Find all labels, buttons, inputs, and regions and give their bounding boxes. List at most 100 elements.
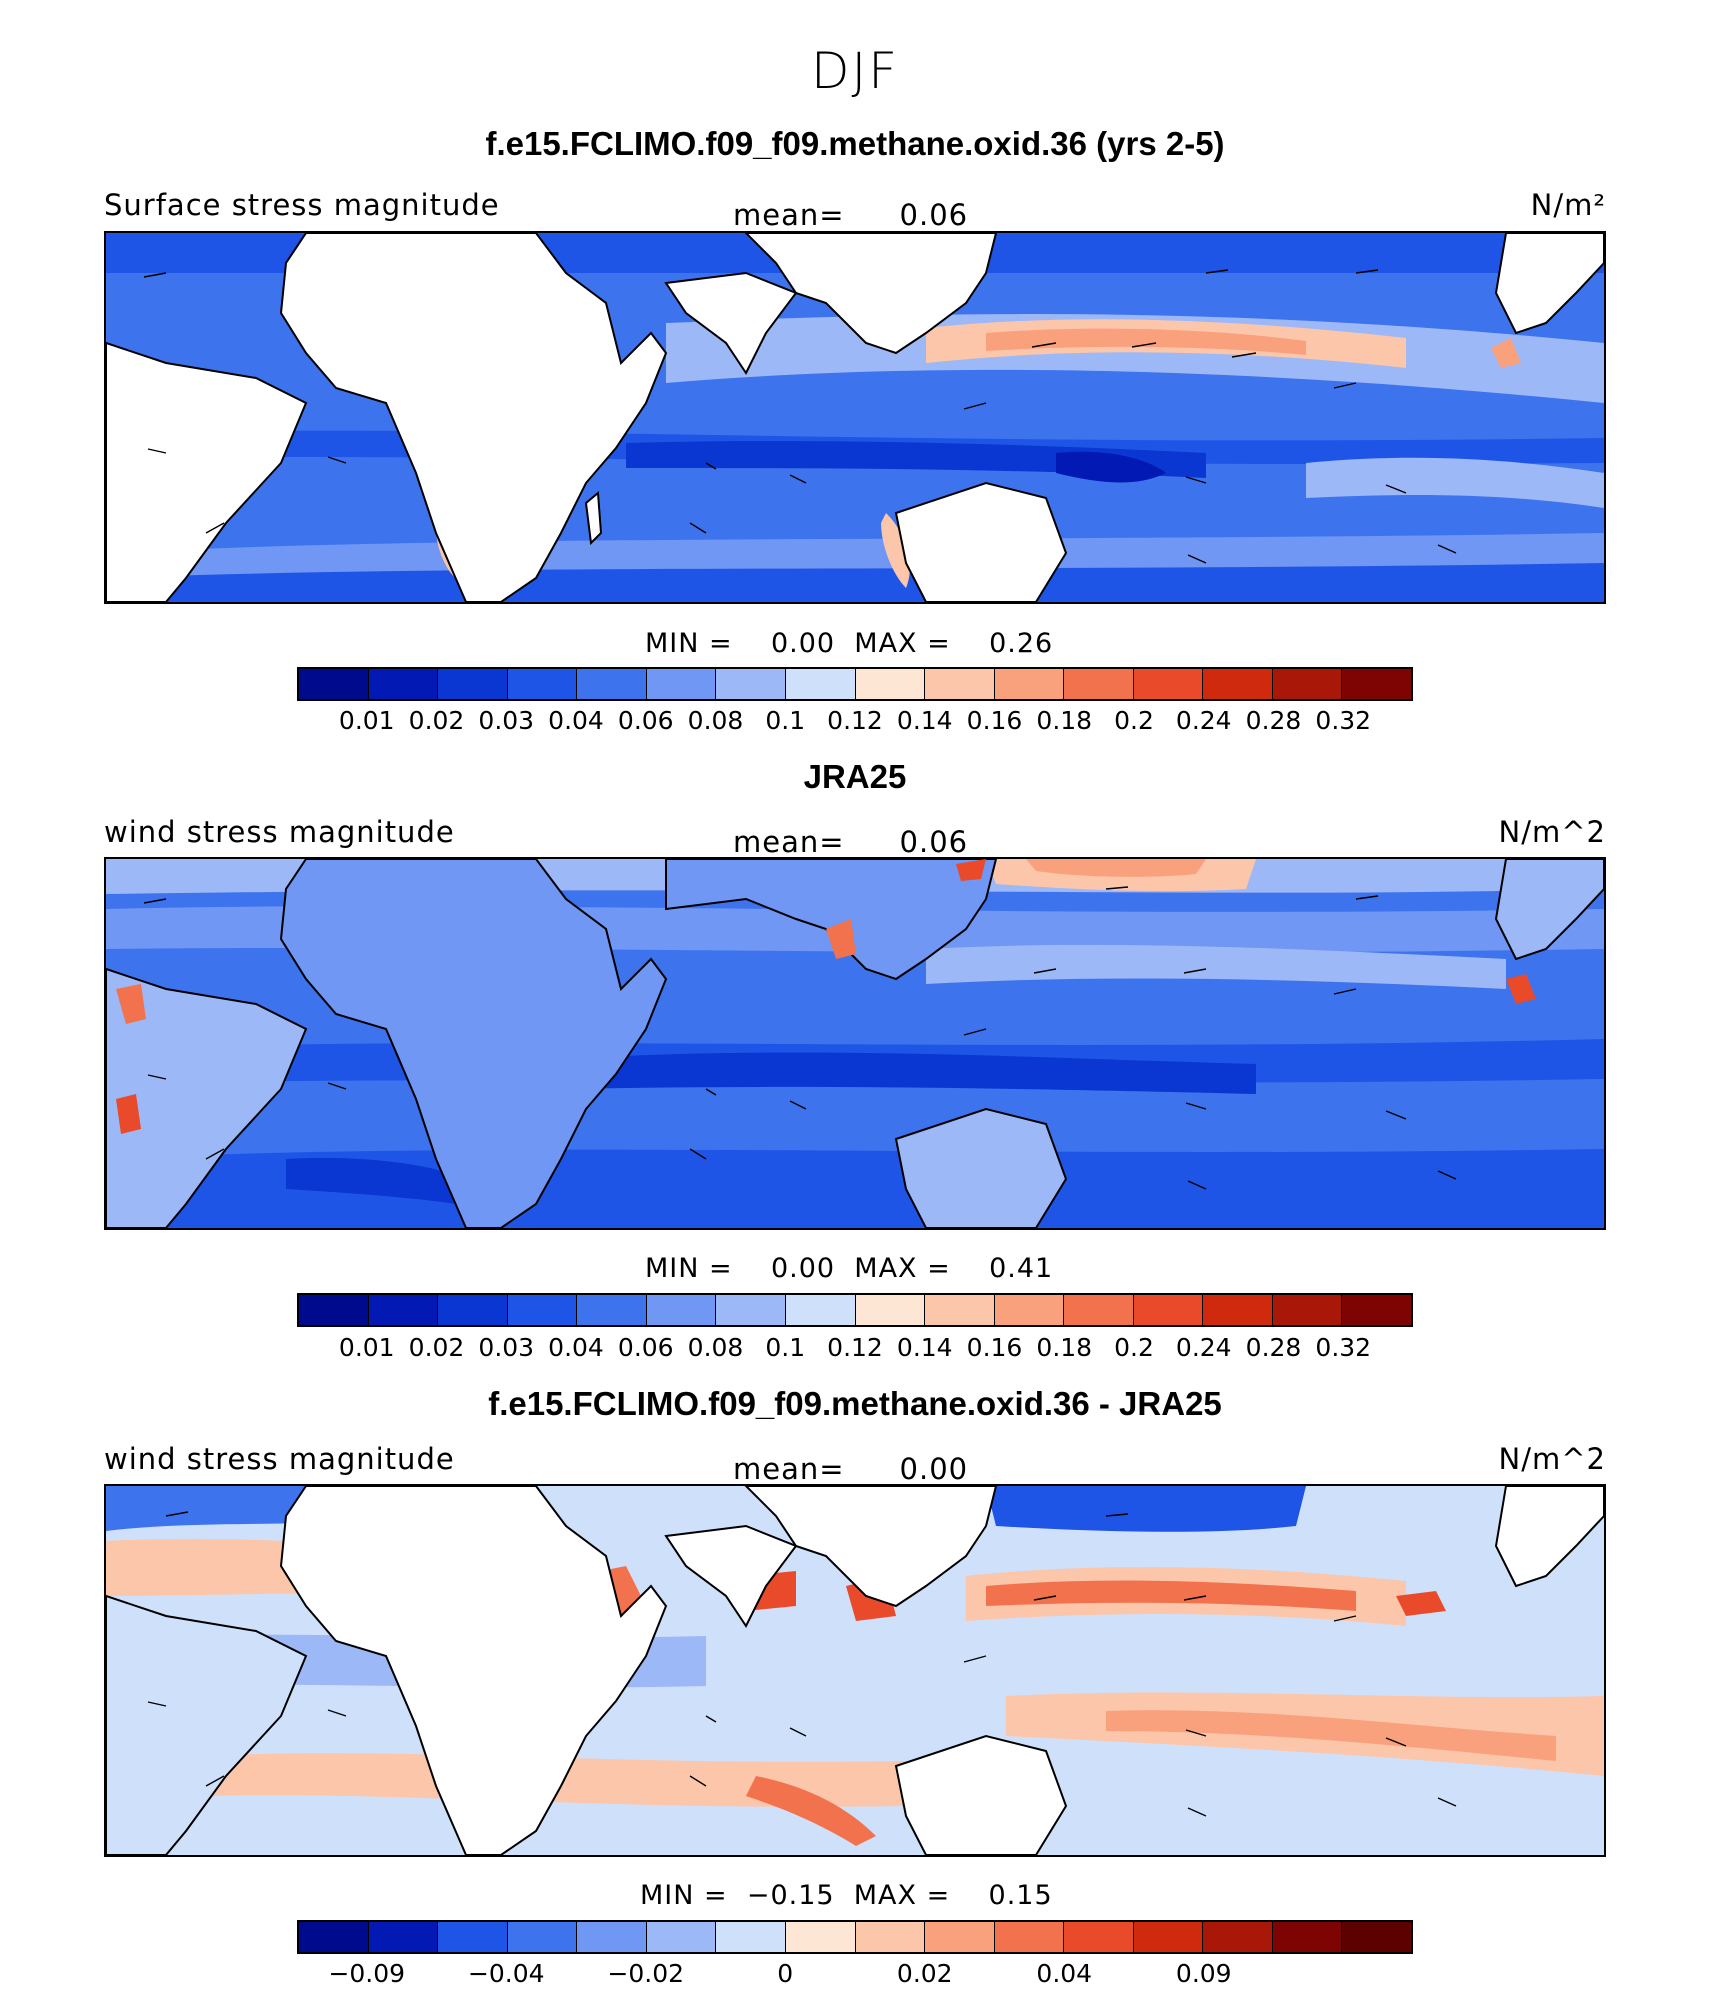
colorbar-swatch: [855, 1922, 926, 1952]
field-band: [746, 1776, 876, 1846]
australia-landmass: [894, 481, 1068, 602]
stress-vector: [1437, 1170, 1457, 1180]
stress-vector: [789, 1100, 807, 1110]
colorbar-tick-label: 0.03: [478, 706, 535, 735]
colorbar-swatch: [646, 669, 717, 699]
stress-vector: [327, 456, 347, 464]
colorbar-tick-label: 0.14: [896, 706, 953, 735]
stress-vector: [1185, 476, 1207, 484]
field-band: [881, 513, 910, 588]
stress-vector: [1183, 1595, 1207, 1601]
stress-vector: [1105, 886, 1129, 890]
north-america-landmass: [1494, 233, 1604, 335]
colorbar-swatch: [577, 1295, 647, 1325]
colorbar-swatch: [299, 1922, 369, 1952]
stress-vector: [165, 1511, 189, 1517]
colorbar-swatch: [1342, 1295, 1411, 1325]
colorbar-swatch: [1203, 669, 1273, 699]
colorbar-swatch: [1133, 1295, 1204, 1325]
colorbar-tick-label: 0.02: [408, 706, 465, 735]
south-america-landmass: [106, 341, 308, 602]
colorbar-tick-label: 0: [777, 1959, 794, 1988]
colorbar-swatch: [1272, 1922, 1343, 1952]
colorbar-swatch: [299, 669, 369, 699]
colorbar-tick-label: 0.32: [1315, 706, 1372, 735]
land-field: [106, 859, 1604, 1228]
stress-vector: [1385, 484, 1407, 494]
stress-vectors: [147, 1511, 1457, 1817]
colorbar-swatch: [1342, 1922, 1411, 1952]
asia-landmass: [744, 233, 998, 355]
panel-2-map: [104, 857, 1606, 1230]
africa-landmass: [279, 1486, 668, 1855]
south-america-landmass: [106, 1594, 308, 1855]
asia-landmass: [665, 859, 998, 981]
colorbar-tick-label: 0.2: [1114, 706, 1154, 735]
africa-landmass: [279, 859, 668, 1228]
colorbar-swatch: [1064, 1295, 1134, 1325]
field-band: [1396, 1591, 1446, 1616]
colorbar-swatch: [1133, 1922, 1204, 1952]
africa-landmass: [279, 233, 668, 602]
colorbar-swatch: [785, 1295, 856, 1325]
stress-vectors: [143, 269, 1457, 564]
colorbar-swatch: [646, 1922, 717, 1952]
panel-1-colorbar: [297, 667, 1413, 701]
field-band: [1306, 457, 1604, 508]
stress-vector: [1385, 1737, 1407, 1747]
colorbar-swatch: [1203, 1922, 1273, 1952]
colorbar-swatch: [1272, 1295, 1343, 1325]
season-title: DJF: [810, 42, 899, 100]
colorbar-swatch: [1064, 669, 1134, 699]
field-band: [1491, 338, 1521, 368]
colorbar-tick-label: 0.04: [1036, 1959, 1093, 1988]
stress-vector: [1033, 968, 1057, 974]
colorbar-tick-label: 0.12: [827, 706, 883, 735]
colorbar-tick-label: 0.01: [338, 706, 395, 735]
field-band: [1506, 974, 1536, 1004]
panel-2-variable-label: wind stress magnitude: [104, 815, 455, 849]
stress-vector: [1355, 269, 1379, 274]
stress-vector: [963, 1655, 987, 1663]
field-band: [826, 919, 856, 959]
stress-vector: [689, 1148, 707, 1160]
stress-vector: [1437, 1797, 1457, 1807]
panel-2-mean-label: mean= 0.06: [733, 825, 969, 859]
india-landmass: [664, 1524, 798, 1628]
panel-1-units: N/m²: [1530, 188, 1606, 222]
stress-vector: [1185, 1102, 1207, 1110]
stress-vector: [147, 1701, 167, 1707]
colorbar-swatch: [368, 1295, 439, 1325]
north-america-landmass: [1494, 859, 1604, 961]
panel-1-mean-label: mean= 0.06: [733, 198, 969, 232]
australia-landmass: [894, 1107, 1068, 1228]
colorbar-tick-label: −0.04: [467, 1959, 545, 1988]
colorbar-swatch: [646, 1295, 717, 1325]
colorbar-tick-label: 0.14: [896, 1333, 953, 1362]
colorbar-tick-label: 0.18: [1036, 1333, 1093, 1362]
colorbar-tick-label: 0.28: [1245, 1333, 1302, 1362]
colorbar-swatch: [925, 1295, 995, 1325]
panel-1-map: [104, 231, 1606, 604]
colorbar-tick-label: 0.01: [338, 1333, 395, 1362]
panel-3-variable-label: wind stress magnitude: [104, 1442, 455, 1476]
field-band: [956, 859, 986, 881]
australia-landmass: [894, 1734, 1068, 1855]
stress-vector: [1131, 342, 1157, 348]
stress-vector: [1385, 1110, 1407, 1120]
colorbar-tick-label: 0.32: [1315, 1333, 1372, 1362]
colorbar-tick-label: 0.28: [1245, 706, 1302, 735]
stress-vector: [1187, 1807, 1207, 1817]
colorbar-tick-label: 0.08: [687, 706, 744, 735]
panel-3-min-max: MIN = −0.15 MAX = 0.15: [640, 1880, 1053, 1911]
field-band: [1106, 1710, 1556, 1761]
colorbar-tick-label: 0.24: [1175, 1333, 1232, 1362]
colorbar-swatch: [785, 669, 856, 699]
colorbar-swatch: [855, 669, 926, 699]
panel-3-map: [104, 1484, 1606, 1857]
colorbar-swatch: [855, 1295, 926, 1325]
colorbar-tick-label: −0.02: [607, 1959, 685, 1988]
stress-vector: [1333, 1615, 1357, 1622]
asia-landmass: [744, 1486, 998, 1608]
colorbar-swatch: [1203, 1295, 1273, 1325]
